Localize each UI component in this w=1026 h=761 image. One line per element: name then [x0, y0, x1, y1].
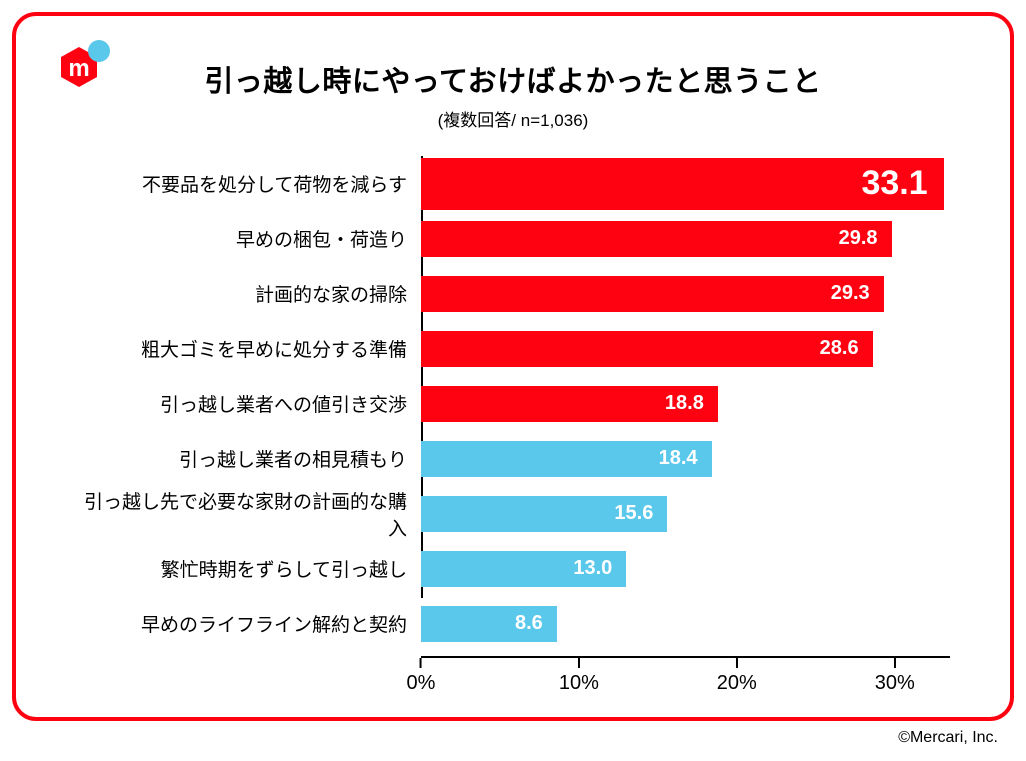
copyright-text: ©Mercari, Inc. [898, 729, 998, 747]
bar: 18.8 [421, 386, 718, 422]
chart-row: 計画的な家の掃除29.3 [76, 266, 950, 321]
category-label: 引っ越し先で必要な家財の計画的な購入 [76, 487, 421, 541]
chart-frame: m 引っ越し時にやっておけばよかったと思うこと (複数回答/ n=1,036) … [12, 12, 1014, 721]
title-block: 引っ越し時にやっておけばよかったと思うこと (複数回答/ n=1,036) [16, 16, 1010, 131]
tick-mark [420, 658, 422, 668]
bar: 29.8 [421, 221, 892, 257]
bar-track: 33.1 [421, 156, 950, 211]
bar-track: 18.8 [421, 376, 950, 431]
category-label: 繁忙時期をずらして引っ越し [76, 555, 421, 582]
chart-row: 粗大ゴミを早めに処分する準備28.6 [76, 321, 950, 376]
tick-label: 30% [875, 672, 915, 695]
x-axis: 0%10%20%30% [421, 656, 950, 698]
bar: 8.6 [421, 606, 557, 642]
chart-row: 早めの梱包・荷造り29.8 [76, 211, 950, 266]
x-tick: 20% [717, 658, 757, 695]
tick-mark [578, 658, 580, 668]
chart-row: 引っ越し業者の相見積もり18.4 [76, 431, 950, 486]
chart-title: 引っ越し時にやっておけばよかったと思うこと [16, 58, 1010, 100]
x-tick: 10% [559, 658, 599, 695]
tick-label: 10% [559, 672, 599, 695]
bar-track: 29.3 [421, 266, 950, 321]
category-label: 引っ越し業者への値引き交渉 [76, 390, 421, 417]
category-label: 早めの梱包・荷造り [76, 225, 421, 252]
category-label: 計画的な家の掃除 [76, 280, 421, 307]
bar: 29.3 [421, 276, 884, 312]
bar-track: 28.6 [421, 321, 950, 376]
chart-area: 不要品を処分して荷物を減らす33.1早めの梱包・荷造り29.8計画的な家の掃除2… [76, 156, 950, 657]
chart-row: 引っ越し先で必要な家財の計画的な購入15.6 [76, 486, 950, 541]
category-label: 早めのライフライン解約と契約 [76, 610, 421, 637]
chart-row: 不要品を処分して荷物を減らす33.1 [76, 156, 950, 211]
bar: 13.0 [421, 551, 626, 587]
bar-track: 18.4 [421, 431, 950, 486]
logo-hex-icon: m [58, 46, 100, 88]
chart-subtitle: (複数回答/ n=1,036) [16, 106, 1010, 131]
chart-row: 引っ越し業者への値引き交渉18.8 [76, 376, 950, 431]
brand-logo: m [58, 46, 100, 88]
bar-track: 8.6 [421, 596, 950, 651]
category-label: 引っ越し業者の相見積もり [76, 445, 421, 472]
bar: 18.4 [421, 441, 712, 477]
tick-mark [736, 658, 738, 668]
tick-label: 20% [717, 672, 757, 695]
svg-text:m: m [68, 55, 89, 82]
x-tick: 0% [407, 658, 436, 695]
chart-row: 早めのライフライン解約と契約8.6 [76, 596, 950, 651]
bar: 28.6 [421, 331, 873, 367]
logo-dot-icon [88, 40, 110, 62]
category-label: 不要品を処分して荷物を減らす [76, 170, 421, 197]
bar-track: 29.8 [421, 211, 950, 266]
category-label: 粗大ゴミを早めに処分する準備 [76, 335, 421, 362]
bar: 15.6 [421, 496, 667, 532]
bar-track: 15.6 [421, 486, 950, 541]
bar-track: 13.0 [421, 541, 950, 596]
x-tick: 30% [875, 658, 915, 695]
tick-label: 0% [407, 672, 436, 695]
bar: 33.1 [421, 158, 944, 210]
tick-mark [894, 658, 896, 668]
chart-row: 繁忙時期をずらして引っ越し13.0 [76, 541, 950, 596]
